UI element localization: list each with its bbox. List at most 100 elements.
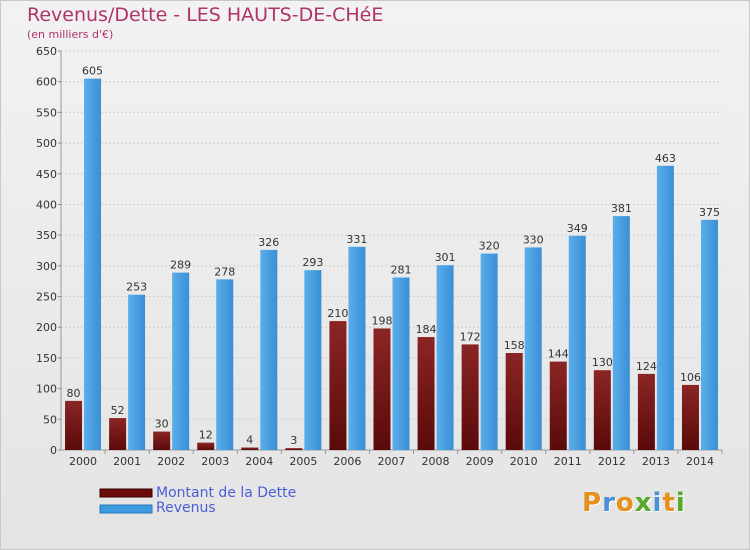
data-label: 326 [258,236,279,249]
data-label: 3 [290,434,297,447]
data-label: 330 [523,233,544,246]
bar-revenus [612,216,630,450]
x-tick-label: 2006 [333,455,361,468]
data-label: 463 [655,152,676,165]
bar-revenus [480,253,498,450]
data-label: 320 [479,240,500,253]
bars [65,78,718,450]
data-label: 381 [611,202,632,215]
data-label: 198 [372,314,393,327]
bar-dette [153,431,171,450]
y-tick-label: 550 [36,106,57,119]
bar-dette [681,384,699,450]
x-tick-label: 2004 [245,455,273,468]
logo-letter: t [662,488,676,518]
data-label: 293 [302,256,323,269]
data-label: 30 [155,418,169,431]
bar-dette [197,442,215,450]
y-tick-label: 300 [36,260,57,273]
legend-label-revenus: Revenus [156,500,216,516]
data-label: 253 [126,281,147,294]
logo-letter: i [675,488,686,518]
bar-revenus [700,219,718,450]
data-label: 605 [82,65,103,78]
bar-revenus [656,165,674,450]
logo-letter: P [582,488,603,518]
x-tick-label: 2000 [69,455,97,468]
data-label: 4 [246,434,253,447]
bar-dette [285,448,303,450]
data-label: 281 [391,264,412,277]
x-tick-label: 2010 [510,455,538,468]
y-tick-label: 50 [43,413,57,426]
x-tick-label: 2002 [157,455,185,468]
bar-revenus [392,277,410,450]
bar-dette [109,418,127,450]
x-tick-label: 2012 [598,455,626,468]
data-label: 80 [67,387,81,400]
bar-revenus [84,78,102,450]
x-tick-label: 2001 [113,455,141,468]
legend-label-debt: Montant de la Dette [156,485,297,501]
y-tick-label: 250 [36,291,57,304]
data-label: 158 [504,339,525,352]
y-tick-label: 150 [36,352,57,365]
x-tick-label: 2011 [554,455,582,468]
data-label: 331 [346,233,367,246]
bar-dette [505,353,523,450]
data-label: 172 [460,330,481,343]
logo-letter: r [602,488,616,518]
bar-dette [417,337,435,450]
data-label: 144 [548,348,569,361]
data-label: 130 [592,356,613,369]
bar-dette [593,370,611,450]
bar-dette [637,373,655,450]
bar-dette [373,328,391,450]
data-label: 301 [435,251,456,264]
data-label: 210 [327,307,348,320]
bar-revenus [524,247,542,450]
x-tick-label: 2014 [686,455,714,468]
x-tick-label: 2003 [201,455,229,468]
data-label: 289 [170,259,191,272]
x-tick-label: 2008 [422,455,450,468]
y-tick-label: 650 [36,45,57,58]
bar-revenus [260,249,278,450]
logo-letter: x [634,488,653,518]
bar-dette [549,361,567,450]
data-label: 124 [636,360,657,373]
data-label: 278 [214,265,235,278]
bar-revenus [348,246,366,450]
bar-revenus [172,272,190,450]
brand-logo: Proxiti [582,488,686,518]
data-label: 52 [111,404,125,417]
y-tick-label: 600 [36,76,57,89]
logo-letter: o [615,488,635,518]
y-tick-label: 500 [36,137,57,150]
y-tick-label: 0 [50,444,57,457]
data-label: 12 [199,429,213,442]
bar-revenus [128,294,146,450]
bar-revenus [568,235,586,450]
chart-unit-label: (en milliers d'€) [27,28,114,41]
x-tick-label: 2007 [378,455,406,468]
bar-revenus [304,270,322,450]
logo-letter: i [652,488,663,518]
x-tick-label: 2009 [466,455,494,468]
bar-revenus [436,265,454,450]
y-tick-label: 450 [36,168,57,181]
y-tick-label: 350 [36,229,57,242]
y-tick-label: 100 [36,383,57,396]
chart-title: Revenus/Dette - LES HAUTS-DE-CHéE [27,4,384,26]
x-tick-label: 2005 [289,455,317,468]
y-tick-label: 400 [36,198,57,211]
bar-dette [65,400,83,450]
x-tick-label: 2013 [642,455,670,468]
bar-dette [241,447,259,450]
data-label: 375 [699,206,720,219]
data-label: 106 [680,371,701,384]
axes: 0 50 100 150 200 250 300 350 400 450 500 550 600 650 2… [36,45,723,468]
data-label: 184 [416,323,437,336]
data-label: 349 [567,222,588,235]
